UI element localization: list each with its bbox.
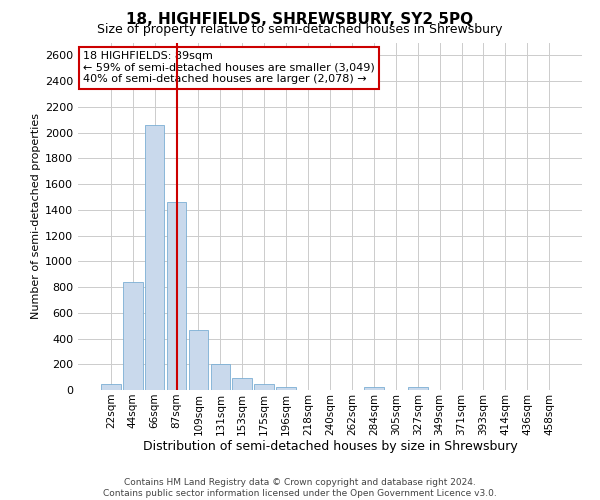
- Bar: [276, 387, 296, 390]
- Bar: [188, 330, 208, 390]
- Bar: [145, 125, 164, 390]
- Text: 18, HIGHFIELDS, SHREWSBURY, SY2 5PQ: 18, HIGHFIELDS, SHREWSBURY, SY2 5PQ: [127, 12, 473, 28]
- Bar: [167, 202, 187, 390]
- X-axis label: Distribution of semi-detached houses by size in Shrewsbury: Distribution of semi-detached houses by …: [143, 440, 517, 454]
- Bar: [211, 364, 230, 390]
- Bar: [123, 282, 143, 390]
- Bar: [364, 387, 384, 390]
- Y-axis label: Number of semi-detached properties: Number of semi-detached properties: [31, 114, 41, 320]
- Bar: [254, 384, 274, 390]
- Text: 18 HIGHFIELDS: 89sqm
← 59% of semi-detached houses are smaller (3,049)
40% of se: 18 HIGHFIELDS: 89sqm ← 59% of semi-detac…: [83, 51, 375, 84]
- Text: Contains HM Land Registry data © Crown copyright and database right 2024.
Contai: Contains HM Land Registry data © Crown c…: [103, 478, 497, 498]
- Bar: [232, 378, 252, 390]
- Bar: [101, 384, 121, 390]
- Bar: [408, 388, 428, 390]
- Text: Size of property relative to semi-detached houses in Shrewsbury: Size of property relative to semi-detach…: [97, 22, 503, 36]
